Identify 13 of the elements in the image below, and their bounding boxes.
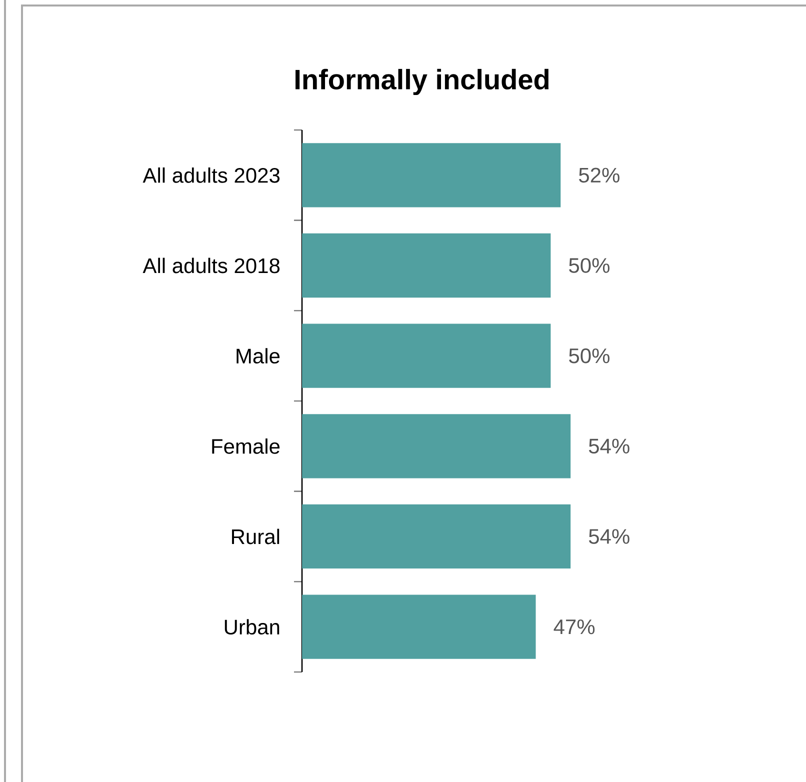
chart-title: Informally included	[296, 68, 549, 96]
y-tick-label: Female	[212, 438, 280, 454]
y-tick-label: Urban	[224, 619, 280, 635]
y-tick-label: Male	[236, 348, 280, 364]
data-label: 50%	[569, 348, 610, 364]
data-label: 54%	[588, 529, 630, 544]
y-tick-label: All adults 2018	[142, 258, 280, 274]
data-label: 50%	[569, 258, 610, 273]
y-tick-label: Rural	[232, 528, 280, 544]
data-label: 54%	[588, 438, 630, 454]
y-tick-label: All adults 2023	[142, 167, 280, 183]
data-label: 47%	[554, 619, 595, 634]
data-label: 52%	[578, 168, 620, 183]
